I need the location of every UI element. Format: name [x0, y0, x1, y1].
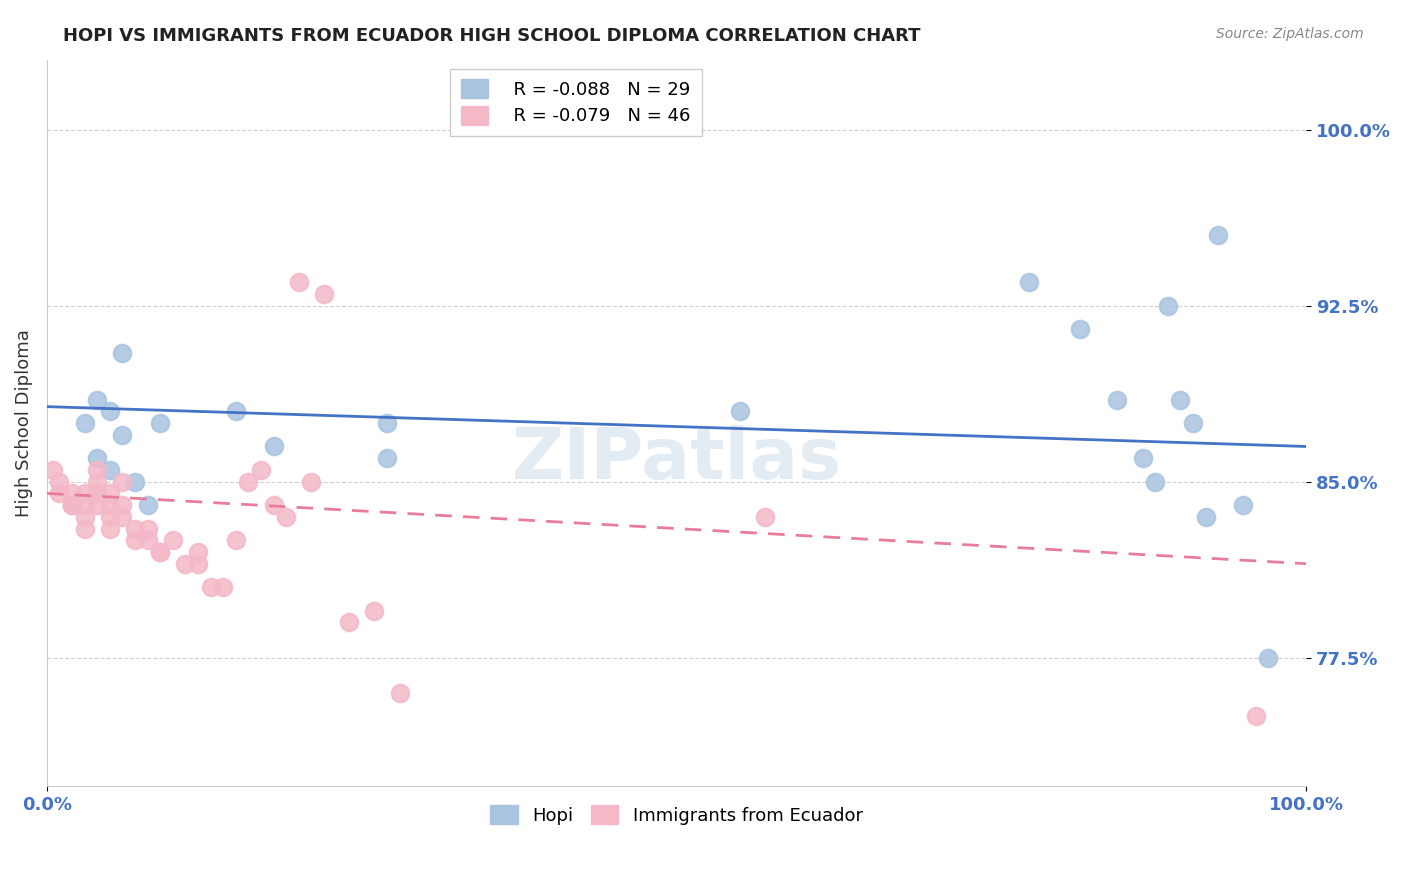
Point	[754, 509, 776, 524]
Point	[60, 498, 83, 512]
Point	[1244, 709, 1267, 723]
Point	[225, 404, 247, 418]
Point	[86, 498, 108, 512]
Point	[73, 509, 96, 524]
Point	[111, 475, 134, 489]
Point	[1069, 322, 1091, 336]
Point	[312, 287, 335, 301]
Point	[263, 498, 285, 512]
Point	[263, 440, 285, 454]
Point	[1018, 276, 1040, 290]
Point	[149, 545, 172, 559]
Point	[1206, 228, 1229, 243]
Point	[200, 580, 222, 594]
Point	[1144, 475, 1167, 489]
Point	[1107, 392, 1129, 407]
Text: Source: ZipAtlas.com: Source: ZipAtlas.com	[1216, 27, 1364, 41]
Point	[225, 533, 247, 548]
Point	[187, 545, 209, 559]
Point	[60, 498, 83, 512]
Point	[73, 498, 96, 512]
Point	[48, 475, 70, 489]
Y-axis label: High School Diploma: High School Diploma	[15, 329, 32, 517]
Point	[1170, 392, 1192, 407]
Point	[375, 416, 398, 430]
Point	[149, 416, 172, 430]
Point	[98, 522, 121, 536]
Point	[1157, 299, 1180, 313]
Point	[136, 498, 159, 512]
Point	[73, 486, 96, 500]
Point	[86, 486, 108, 500]
Point	[388, 686, 411, 700]
Point	[162, 533, 184, 548]
Point	[86, 486, 108, 500]
Point	[136, 522, 159, 536]
Point	[73, 522, 96, 536]
Point	[86, 451, 108, 466]
Point	[86, 475, 108, 489]
Point	[60, 486, 83, 500]
Point	[98, 509, 121, 524]
Legend: Hopi, Immigrants from Ecuador: Hopi, Immigrants from Ecuador	[479, 795, 873, 836]
Point	[111, 427, 134, 442]
Point	[124, 475, 146, 489]
Point	[299, 475, 322, 489]
Text: HOPI VS IMMIGRANTS FROM ECUADOR HIGH SCHOOL DIPLOMA CORRELATION CHART: HOPI VS IMMIGRANTS FROM ECUADOR HIGH SCH…	[63, 27, 921, 45]
Point	[98, 463, 121, 477]
Text: ZIPatlas: ZIPatlas	[512, 425, 842, 494]
Point	[174, 557, 197, 571]
Point	[73, 416, 96, 430]
Point	[111, 498, 134, 512]
Point	[136, 533, 159, 548]
Point	[276, 509, 298, 524]
Point	[212, 580, 235, 594]
Point	[1181, 416, 1204, 430]
Point	[337, 615, 360, 630]
Point	[124, 522, 146, 536]
Point	[98, 486, 121, 500]
Point	[287, 276, 309, 290]
Point	[1257, 650, 1279, 665]
Point	[48, 486, 70, 500]
Point	[98, 404, 121, 418]
Point	[187, 557, 209, 571]
Point	[238, 475, 260, 489]
Point	[111, 509, 134, 524]
Point	[250, 463, 273, 477]
Point	[98, 498, 121, 512]
Point	[375, 451, 398, 466]
Point	[124, 533, 146, 548]
Point	[42, 463, 65, 477]
Point	[86, 463, 108, 477]
Point	[363, 604, 385, 618]
Point	[1132, 451, 1154, 466]
Point	[149, 545, 172, 559]
Point	[1232, 498, 1254, 512]
Point	[1194, 509, 1216, 524]
Point	[728, 404, 751, 418]
Point	[111, 345, 134, 359]
Point	[60, 498, 83, 512]
Point	[86, 392, 108, 407]
